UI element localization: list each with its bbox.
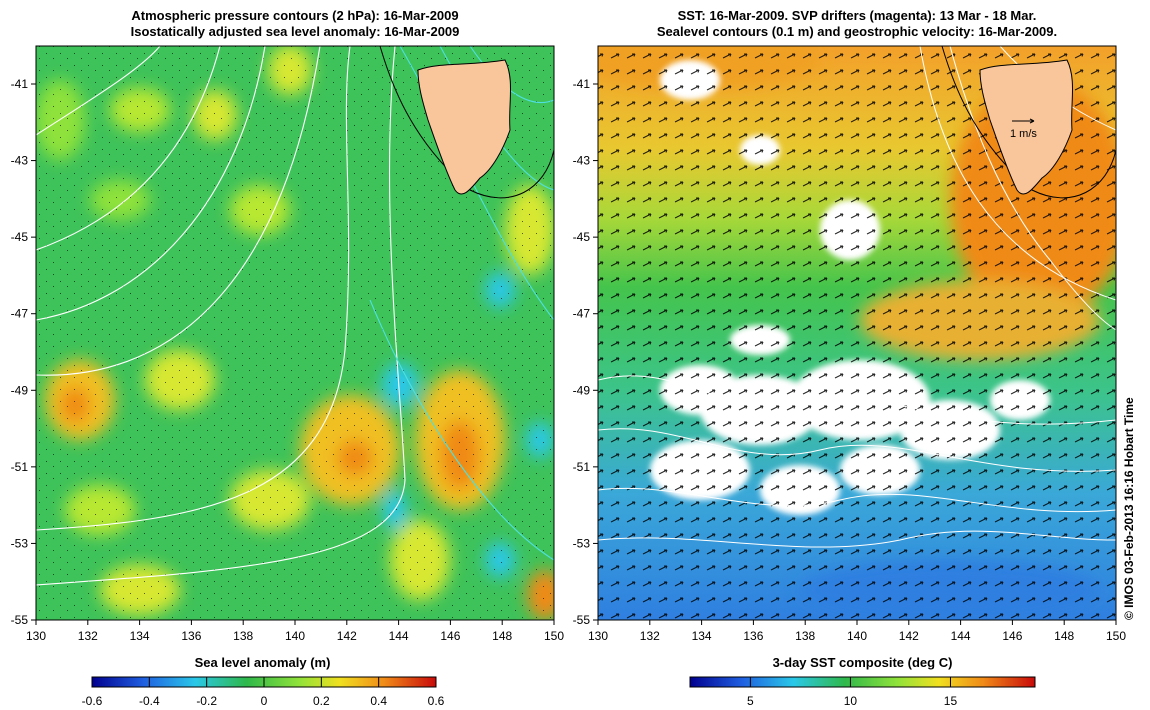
- right-lon-tick-label: 150: [1106, 629, 1126, 643]
- left-lon-tick-label: 138: [233, 629, 253, 643]
- right-lon-tick-label: 142: [899, 629, 919, 643]
- sla-colorbar-tick-label: -0.4: [139, 694, 160, 708]
- right-lon-tick-label: 140: [847, 629, 867, 643]
- right-lat-tick-label: -43: [573, 154, 591, 168]
- right-lat-tick-label: -47: [573, 307, 591, 321]
- sst-colorbar-tick-label: 5: [747, 694, 754, 708]
- right-lat-tick-label: -45: [573, 230, 591, 244]
- sst-colorbar: 5 10 15: [689, 676, 1036, 708]
- sla-colorbar-tick-label: -0.2: [196, 694, 217, 708]
- sst-colorbar-tick-label: 15: [944, 694, 958, 708]
- left-lat-tick-label: -49: [11, 383, 29, 397]
- left-lon-tick-label: 136: [181, 629, 201, 643]
- sst-colorbar-tick-label: 10: [844, 694, 858, 708]
- right-lat-tick-label: -55: [573, 613, 591, 627]
- left-lat-tick-label: -41: [11, 77, 29, 91]
- sst-map: 1 m/s: [597, 45, 1117, 621]
- tasmania-land: [417, 59, 512, 195]
- sea-level-anomaly-map: [35, 45, 555, 621]
- left-lon-tick-label: 130: [26, 629, 46, 643]
- right-lon-tick-label: 134: [692, 629, 712, 643]
- tasmania-land-sst: [979, 59, 1074, 195]
- left-lon-tick-label: 142: [337, 629, 357, 643]
- left-lon-tick-label: 148: [492, 629, 512, 643]
- sla-colorbar-tick-label: -0.6: [82, 694, 103, 708]
- right-lat-tick-label: -51: [573, 460, 591, 474]
- sla-colorbar-tick-label: 0.4: [370, 694, 387, 708]
- left-lat-tick-label: -51: [11, 460, 29, 474]
- left-lat-tick-label: -55: [11, 613, 29, 627]
- left-lat-tick-label: -53: [11, 536, 29, 550]
- left-lon-tick-label: 140: [285, 629, 305, 643]
- sla-colorbar-tick-label: 0: [261, 694, 268, 708]
- left-lat-tick-label: -47: [11, 307, 29, 321]
- right-lon-tick-label: 130: [588, 629, 608, 643]
- right-lon-tick-label: 146: [1002, 629, 1022, 643]
- left-title-line1: Atmospheric pressure contours (2 hPa): 1…: [131, 8, 459, 23]
- right-lon-tick-label: 132: [640, 629, 660, 643]
- right-lon-tick-label: 136: [743, 629, 763, 643]
- left-lat-tick-label: -43: [11, 154, 29, 168]
- left-lon-tick-label: 150: [544, 629, 564, 643]
- right-title-line1: SST: 16-Mar-2009. SVP drifters (magenta)…: [677, 8, 1037, 23]
- right-lon-tick-label: 148: [1054, 629, 1074, 643]
- right-title-line2: Sealevel contours (0.1 m) and geostrophi…: [656, 24, 1058, 39]
- sla-colorbar: -0.6 -0.4 -0.2 0 0.2 0.4 0.6: [82, 676, 445, 708]
- sla-colorbar-tick-label: 0.2: [313, 694, 330, 708]
- right-lat-tick-label: -49: [573, 383, 591, 397]
- right-panel-title: SST: 16-Mar-2009. SVP drifters (magenta)…: [598, 8, 1116, 40]
- sla-colorbar-label: Sea level anomaly (m): [194, 655, 331, 670]
- left-lon-tick-label: 132: [78, 629, 98, 643]
- left-panel-title: Atmospheric pressure contours (2 hPa): 1…: [36, 8, 554, 40]
- right-lon-tick-label: 144: [951, 629, 971, 643]
- left-lon-tick-label: 146: [440, 629, 460, 643]
- axes-layer: 130 132 134 136 138 140 142 144 146 148 150 -41 -43 -…: [11, 77, 1127, 643]
- left-lon-tick-label: 144: [389, 629, 409, 643]
- credit-text: © IMOS 03-Feb-2013 16:16 Hobart Time: [1122, 397, 1136, 620]
- pressure-contours: [36, 46, 406, 586]
- sla-colorbar-tick-label: 0.6: [428, 694, 445, 708]
- left-lat-tick-label: -45: [11, 230, 29, 244]
- right-lat-tick-label: -41: [573, 77, 591, 91]
- velocity-key-label: 1 m/s: [1010, 128, 1037, 140]
- left-lon-tick-label: 134: [130, 629, 150, 643]
- sst-colorbar-label: 3-day SST composite (deg C): [772, 655, 953, 670]
- right-lat-tick-label: -53: [573, 536, 591, 550]
- left-title-line2: Isostatically adjusted sea level anomaly…: [130, 24, 460, 39]
- right-lon-tick-label: 138: [795, 629, 815, 643]
